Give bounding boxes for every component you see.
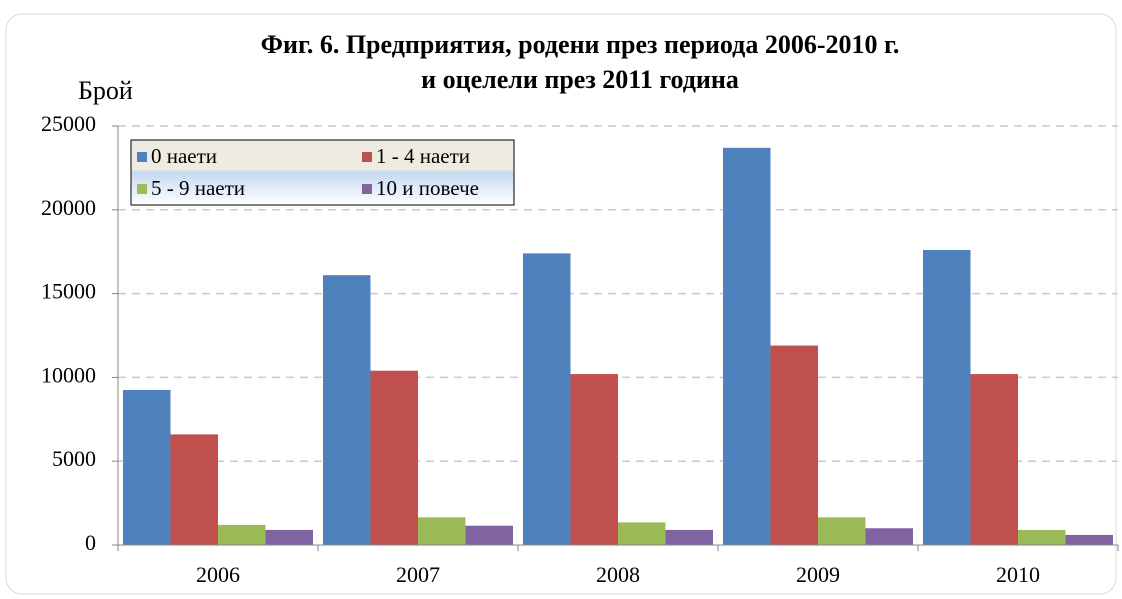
bar: [218, 524, 266, 545]
legend-label: 1 - 4 наети: [376, 144, 470, 168]
x-tick-label: 2010: [996, 562, 1040, 587]
legend-label: 0 наети: [151, 144, 217, 168]
bar: [923, 250, 971, 546]
y-tick-label: 20000: [41, 195, 96, 220]
y-axis-label: Брой: [78, 76, 133, 105]
bar: [170, 434, 218, 545]
bar: [418, 517, 466, 545]
bar: [818, 517, 866, 545]
legend-swatch: [362, 184, 372, 194]
legend-label: 10 и повече: [376, 176, 479, 200]
legend-swatch: [137, 184, 147, 194]
x-tick-label: 2008: [596, 562, 640, 587]
bar: [570, 374, 618, 545]
legend: 0 наети 1 - 4 наети 5 - 9 наети 10 и повече: [130, 139, 515, 206]
bar: [523, 253, 571, 545]
bar: [618, 522, 666, 545]
bar: [665, 529, 713, 545]
plot-area: 0 5000 10000 15000 20000 25000 2006 2007 2008 200…: [41, 111, 1119, 587]
legend-swatch: [137, 152, 147, 162]
bar: [723, 147, 771, 545]
x-tick-label: 2007: [396, 562, 440, 587]
chart-subtitle: и оцелели през 2011 година: [421, 65, 739, 94]
y-tick-label: 15000: [41, 279, 96, 304]
bar: [770, 345, 818, 545]
legend-swatch: [362, 152, 372, 162]
bar: [1018, 529, 1066, 545]
bar: [1065, 534, 1113, 545]
y-tick-label: 5000: [52, 446, 96, 471]
bar: [465, 525, 513, 545]
x-tick-label: 2009: [796, 562, 840, 587]
bar: [123, 389, 171, 545]
bar: [370, 370, 418, 545]
bar: [323, 275, 371, 545]
legend-label: 5 - 9 наети: [151, 176, 245, 200]
bar: [970, 374, 1018, 545]
bar: [265, 529, 313, 545]
chart-title: Фиг. 6. Предприятия, родени през периода…: [261, 30, 900, 59]
y-tick-label: 25000: [41, 111, 96, 136]
bar: [865, 528, 913, 545]
y-tick-label: 0: [85, 530, 96, 555]
legend-box: [130, 139, 515, 206]
y-tick-label: 10000: [41, 362, 96, 387]
x-tick-label: 2006: [196, 562, 240, 587]
